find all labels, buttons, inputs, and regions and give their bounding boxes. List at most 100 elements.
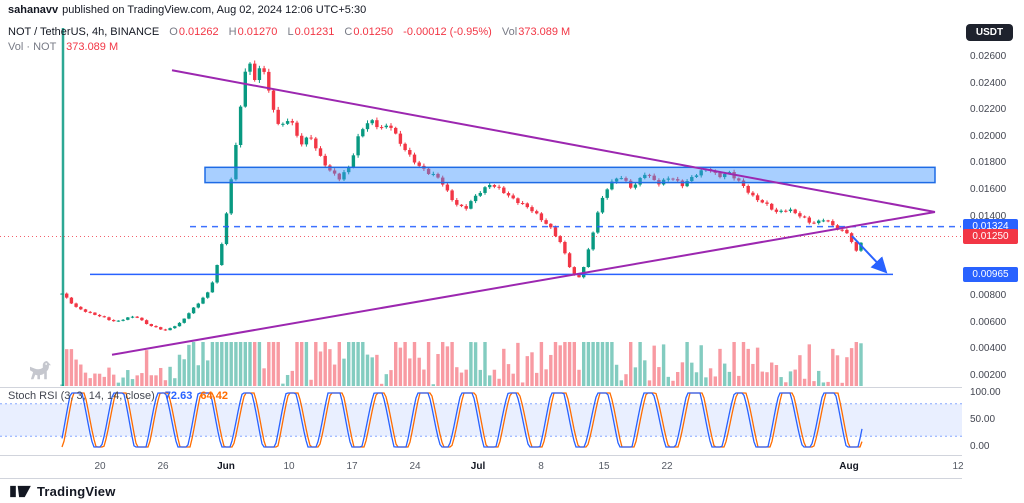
candle-body — [182, 318, 186, 323]
candle-body — [201, 297, 205, 304]
candle-body — [633, 184, 638, 188]
volume-bar — [520, 382, 525, 386]
volume-bar — [473, 342, 478, 386]
time-axis-label: 8 — [538, 461, 544, 472]
candle-body — [281, 123, 285, 125]
volume-bar — [65, 349, 69, 386]
candle-body — [553, 227, 558, 237]
volume-bar — [840, 382, 844, 386]
volume-bar — [318, 351, 323, 386]
candle-body — [469, 201, 473, 209]
volume-bar — [262, 368, 266, 386]
candle-body — [699, 170, 703, 176]
stoch-k-value: 72.63 — [164, 390, 193, 402]
candle-body — [802, 216, 807, 218]
currency-toggle-button[interactable]: USDT — [966, 24, 1013, 41]
candle-body — [79, 306, 83, 310]
candle-body — [488, 185, 492, 188]
candle-body — [643, 174, 647, 178]
volume-bar — [567, 342, 572, 386]
candle-body — [276, 109, 280, 124]
candle-body — [511, 195, 515, 199]
volume-bar — [718, 348, 722, 386]
volume-bar — [224, 342, 229, 386]
price-axis[interactable] — [962, 20, 1024, 479]
volume-bar — [403, 342, 407, 386]
volume-bar — [238, 342, 243, 386]
candle-body — [107, 317, 111, 321]
candle-body — [408, 150, 412, 155]
candle-body — [746, 186, 750, 193]
volume-bar — [83, 372, 88, 386]
volume-bar — [342, 358, 346, 386]
time-axis-label: 17 — [346, 461, 358, 472]
price-axis-label: 0.00400 — [970, 343, 1007, 355]
volume-bar — [690, 362, 694, 386]
volume-bar — [79, 364, 83, 386]
volume-bar — [563, 342, 567, 386]
volume-bar — [666, 376, 670, 386]
candle-body — [253, 63, 257, 81]
candle-body — [544, 220, 548, 224]
volume-bar — [793, 369, 797, 386]
candle-body — [342, 172, 346, 180]
tradingview-logo-icon[interactable] — [10, 484, 31, 499]
footer-bar: TradingView — [0, 479, 1024, 503]
volume-bar — [97, 373, 102, 386]
candle-body — [817, 220, 821, 224]
time-axis-label: Jul — [470, 461, 486, 472]
candle-body — [473, 195, 478, 202]
volume-bar — [281, 383, 285, 386]
candle-body — [191, 307, 196, 314]
volume-bar — [285, 374, 290, 386]
candle-body — [177, 322, 182, 327]
candle-body — [784, 210, 788, 212]
volume-bar — [713, 376, 717, 386]
volume-bar — [657, 367, 661, 386]
projection-arrow — [851, 235, 888, 274]
candle-body — [441, 177, 445, 185]
volume-bar — [614, 364, 619, 386]
volume-bar — [455, 367, 459, 386]
ohlc-close-label: C — [344, 26, 353, 38]
volume-bar — [93, 373, 97, 386]
volume-bar — [591, 342, 595, 386]
candle-body — [849, 233, 854, 242]
candle-body — [267, 71, 271, 91]
volume-bar — [450, 342, 454, 386]
volume-bar — [412, 342, 417, 386]
candle-body — [426, 168, 431, 175]
volume-bar — [332, 364, 337, 386]
last-price-badge: 0.01250 — [963, 228, 1018, 244]
stoch-axis-label: 0.00 — [970, 441, 990, 452]
volume-bar — [826, 381, 830, 386]
volume-bar — [300, 342, 304, 386]
candle-body — [149, 324, 153, 327]
level-price-badge: 0.00965 — [963, 266, 1018, 282]
volume-bar — [497, 378, 501, 386]
candle-body — [614, 178, 619, 182]
price-axis-label: 0.00600 — [970, 316, 1007, 328]
candle-body — [168, 328, 172, 331]
time-axis-label: 20 — [94, 461, 106, 472]
candle-body — [65, 293, 69, 298]
ohlc-high-label: H — [228, 26, 237, 38]
candle-body — [417, 162, 421, 166]
resistance-zone — [204, 166, 936, 184]
candle-body — [135, 316, 139, 318]
chart-drawings[interactable] — [0, 28, 962, 386]
volume-bar — [295, 342, 299, 386]
ascending-trendline — [111, 210, 936, 356]
volume-bar — [351, 342, 356, 386]
ohlc-open-label: O — [169, 26, 178, 38]
candle-body — [567, 253, 572, 268]
volume-bar — [774, 365, 779, 386]
volume-bar — [638, 342, 642, 386]
candle-body — [497, 186, 501, 188]
volume-bar — [379, 383, 384, 386]
tradingview-logo-text[interactable]: TradingView — [37, 483, 116, 499]
volume-bar — [267, 342, 271, 386]
volume-bar — [436, 354, 440, 386]
candle-body — [220, 244, 224, 266]
